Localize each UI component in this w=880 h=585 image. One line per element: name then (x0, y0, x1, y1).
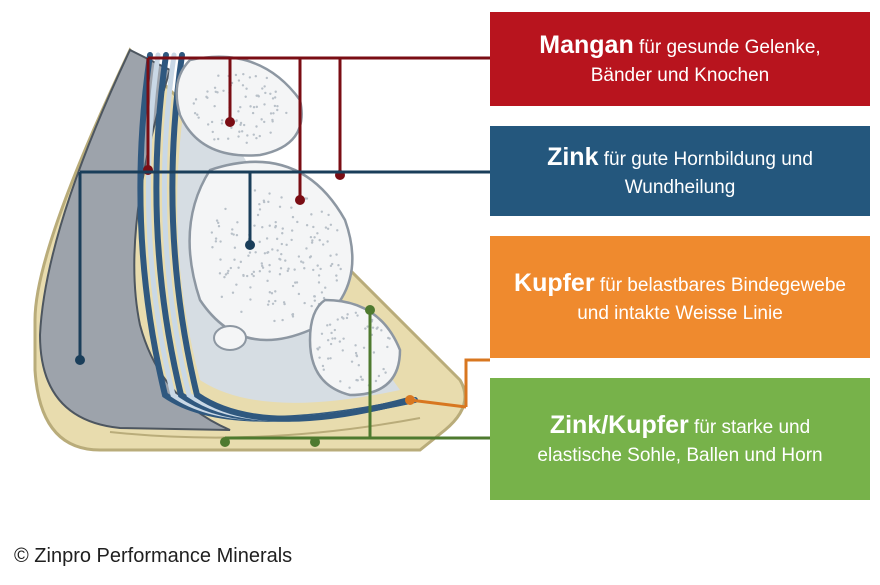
label-box-zink: Zink für gute Hornbildung und Wundheilun… (490, 126, 870, 216)
mineral-name: Kupfer (514, 269, 595, 297)
mineral-description: für belastbares Bindegewebe und intakte … (577, 275, 846, 324)
label-box-zinkkupfer: Zink/Kupfer für starke und elastische So… (490, 378, 870, 500)
label-box-kupfer: Kupfer für belastbares Bindegewebe und i… (490, 236, 870, 358)
mineral-name: Mangan (539, 31, 633, 59)
mineral-description: für gute Hornbildung und Wundheilung (598, 149, 812, 198)
mineral-name: Zink (547, 143, 598, 171)
mineral-name: Zink/Kupfer (550, 411, 689, 439)
label-box-mangan: Mangan für gesunde Gelenke, Bänder und K… (490, 12, 870, 106)
copyright-text: © Zinpro Performance Minerals (14, 545, 292, 568)
